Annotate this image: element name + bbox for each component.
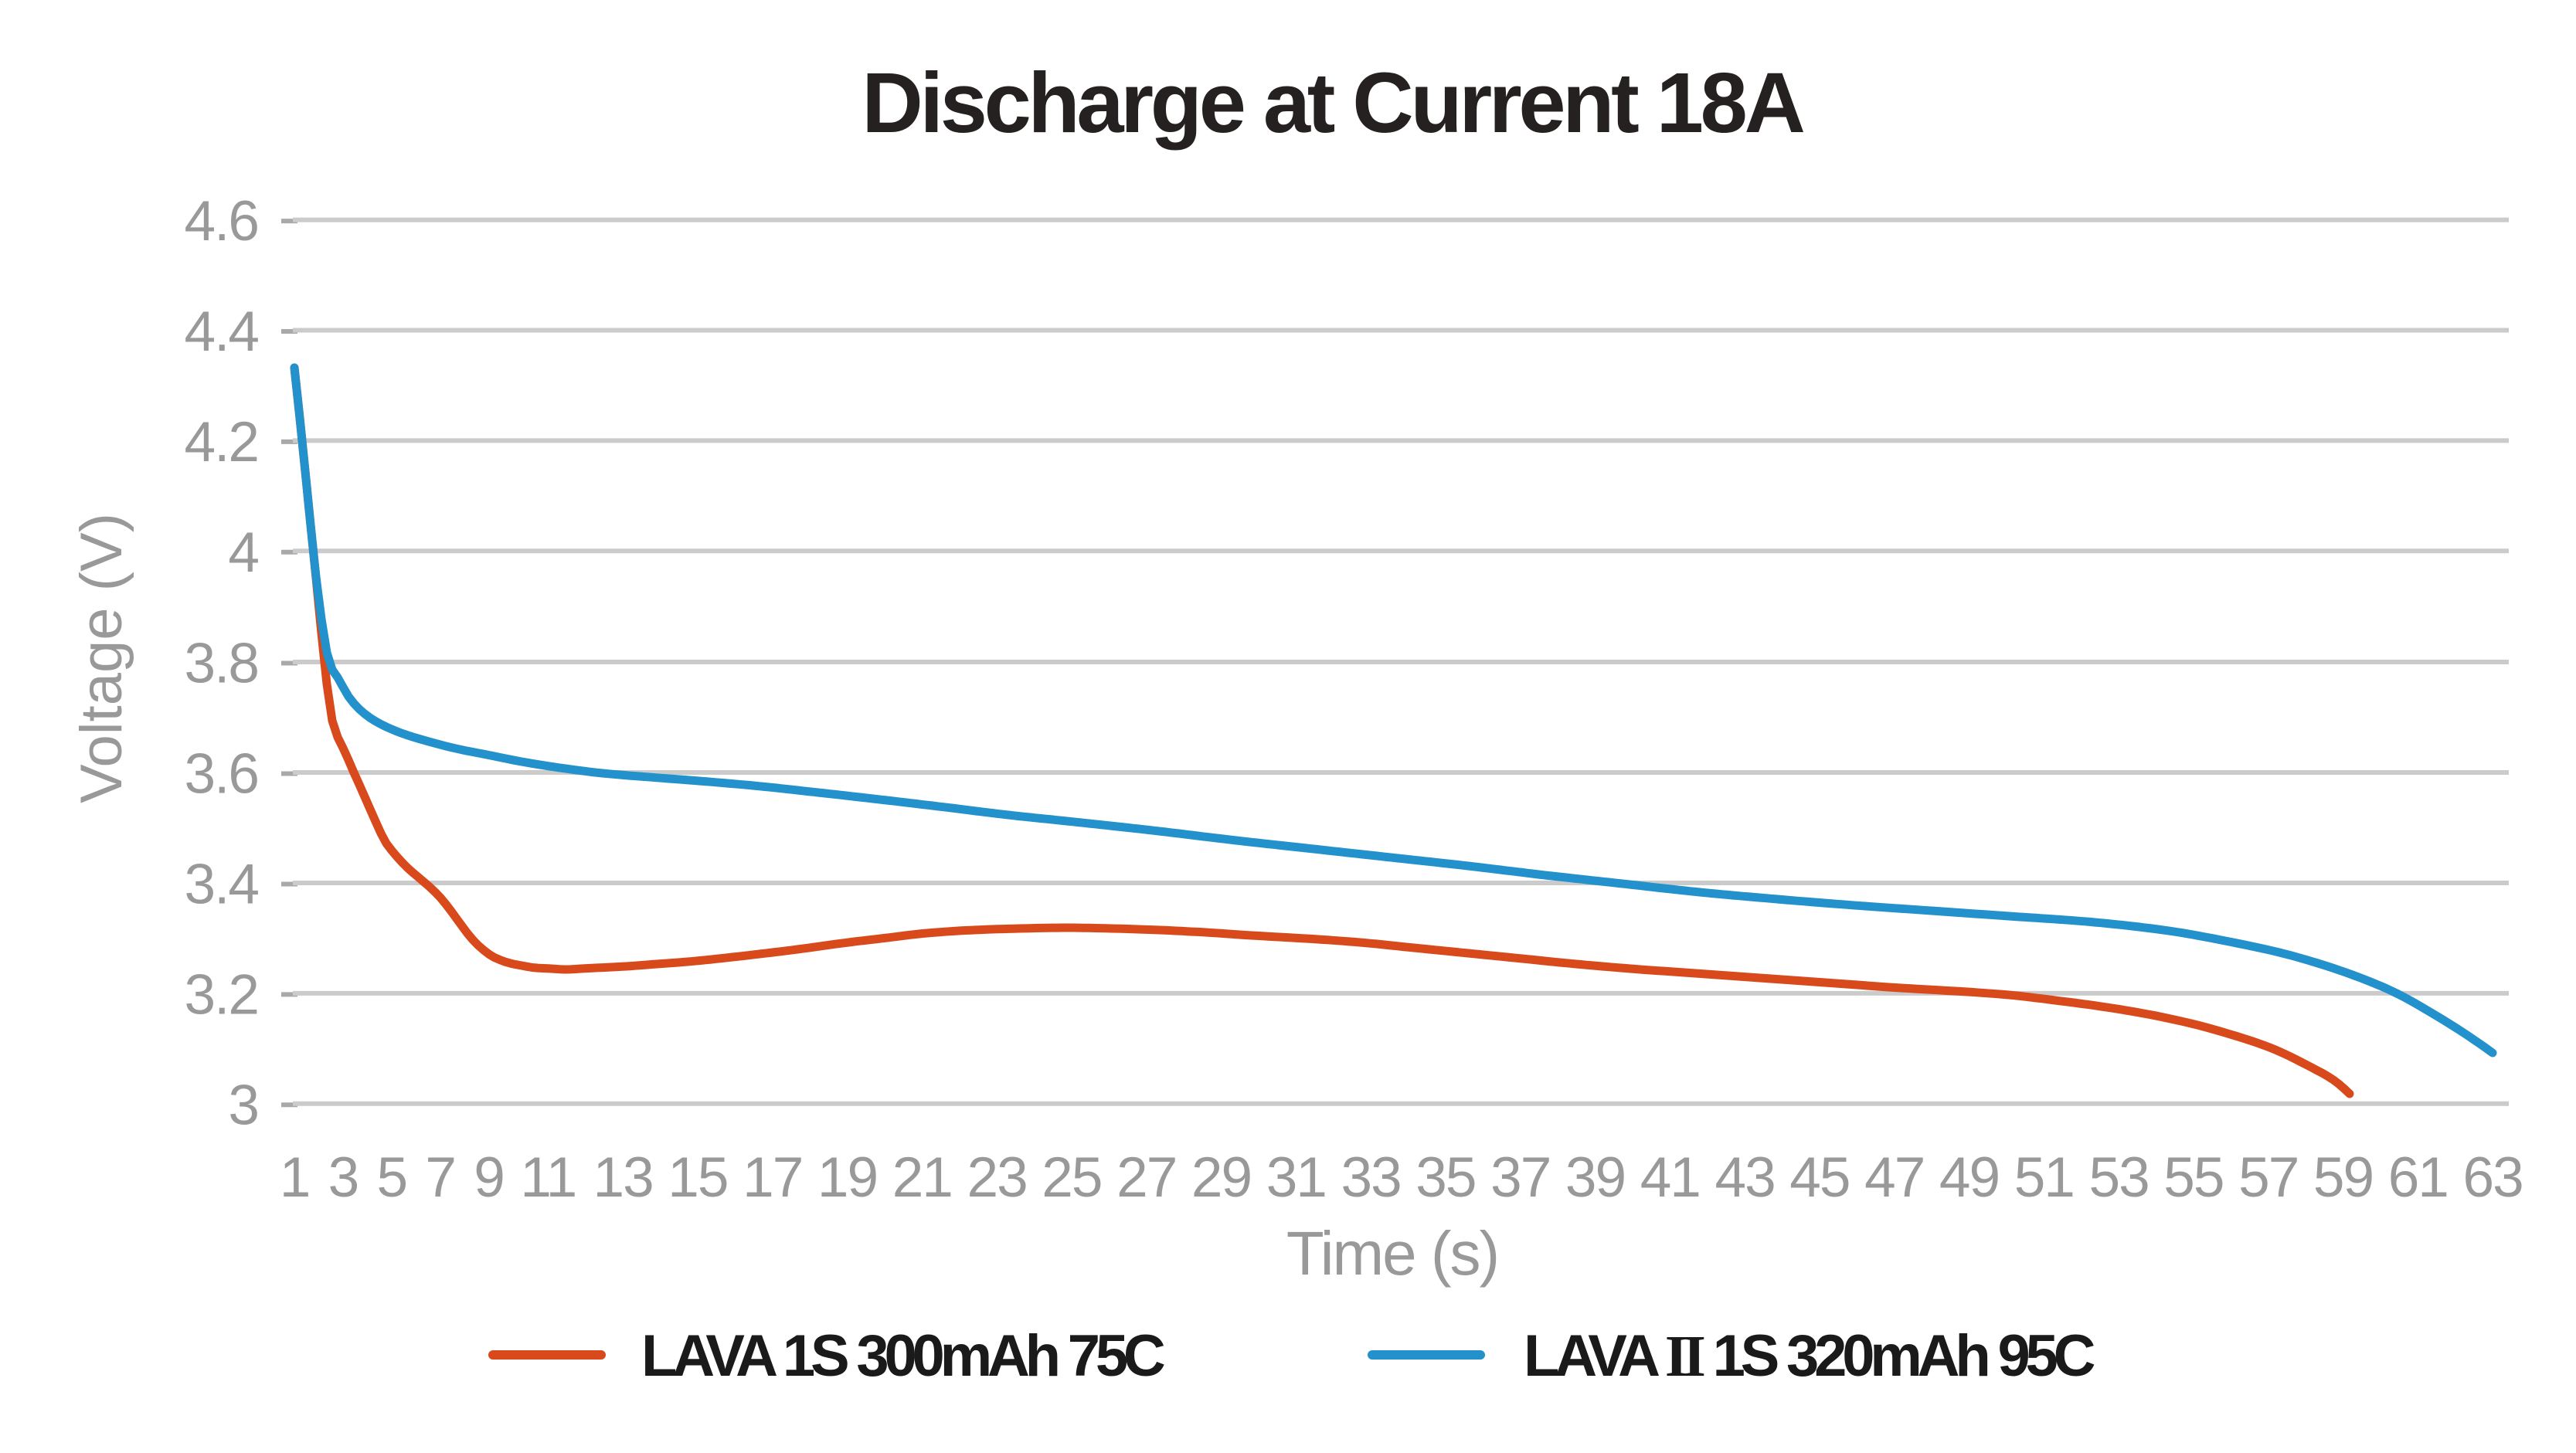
svg-text:17: 17	[743, 1146, 802, 1209]
svg-text:49: 49	[1939, 1146, 1999, 1209]
svg-text:4: 4	[228, 521, 258, 584]
svg-text:61: 61	[2388, 1146, 2448, 1209]
svg-text:9: 9	[474, 1146, 504, 1209]
svg-text:31: 31	[1266, 1146, 1326, 1209]
svg-text:47: 47	[1864, 1146, 1924, 1209]
svg-text:55: 55	[2163, 1146, 2223, 1209]
svg-text:53: 53	[2088, 1146, 2148, 1209]
svg-text:13: 13	[593, 1146, 652, 1209]
svg-text:27: 27	[1116, 1146, 1176, 1209]
svg-text:3.2: 3.2	[185, 963, 258, 1026]
svg-text:4.6: 4.6	[185, 190, 258, 253]
svg-text:4.2: 4.2	[185, 411, 258, 474]
svg-text:57: 57	[2238, 1146, 2298, 1209]
svg-text:3.4: 3.4	[185, 854, 259, 916]
svg-text:23: 23	[967, 1146, 1026, 1209]
svg-text:LAVA II 1S 320mAh 95C: LAVA II 1S 320mAh 95C	[1524, 1323, 2095, 1389]
svg-text:Discharge at Current 18A: Discharge at Current 18A	[861, 56, 1803, 151]
svg-text:41: 41	[1640, 1146, 1700, 1209]
svg-text:37: 37	[1490, 1146, 1550, 1209]
svg-text:45: 45	[1789, 1146, 1849, 1209]
svg-text:21: 21	[892, 1146, 952, 1209]
svg-text:3.6: 3.6	[185, 743, 258, 806]
svg-text:25: 25	[1042, 1146, 1101, 1209]
svg-text:4.4: 4.4	[185, 300, 259, 363]
svg-text:33: 33	[1341, 1146, 1400, 1209]
svg-text:LAVA 1S 300mAh 75C: LAVA 1S 300mAh 75C	[641, 1323, 1164, 1389]
svg-text:1: 1	[280, 1146, 310, 1209]
svg-text:19: 19	[817, 1146, 877, 1209]
svg-text:Time (s): Time (s)	[1286, 1219, 1498, 1288]
svg-text:35: 35	[1415, 1146, 1475, 1209]
svg-text:Voltage (V): Voltage (V)	[69, 513, 134, 803]
svg-text:3: 3	[228, 1074, 258, 1136]
svg-text:51: 51	[2014, 1146, 2074, 1209]
svg-text:63: 63	[2462, 1146, 2522, 1209]
svg-text:59: 59	[2313, 1146, 2373, 1209]
svg-text:43: 43	[1715, 1146, 1774, 1209]
svg-text:3.8: 3.8	[185, 633, 258, 695]
svg-text:15: 15	[668, 1146, 727, 1209]
svg-text:29: 29	[1191, 1146, 1251, 1209]
svg-text:39: 39	[1565, 1146, 1625, 1209]
svg-text:11: 11	[520, 1146, 576, 1209]
svg-text:7: 7	[425, 1146, 455, 1209]
svg-text:5: 5	[376, 1146, 406, 1209]
svg-text:3: 3	[328, 1146, 359, 1209]
